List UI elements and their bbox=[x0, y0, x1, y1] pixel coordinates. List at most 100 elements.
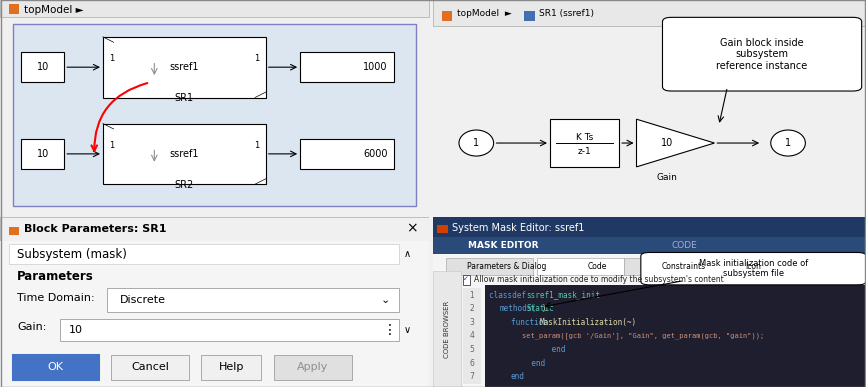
Bar bbox=[437, 225, 449, 233]
Text: 10: 10 bbox=[661, 138, 673, 148]
FancyBboxPatch shape bbox=[103, 123, 266, 184]
Text: ): ) bbox=[541, 304, 546, 313]
FancyBboxPatch shape bbox=[107, 288, 398, 312]
Text: Subsystem (mask): Subsystem (mask) bbox=[17, 248, 127, 261]
Text: set_param([gcb '/Gain'], "Gain", get_param(gcb, "gain"));: set_param([gcb '/Gain'], "Gain", get_par… bbox=[521, 332, 764, 339]
Text: Parameters: Parameters bbox=[17, 270, 94, 283]
FancyBboxPatch shape bbox=[693, 258, 779, 275]
Bar bbox=[442, 11, 452, 21]
Text: topModel ►: topModel ► bbox=[23, 5, 83, 15]
Ellipse shape bbox=[459, 130, 494, 156]
FancyBboxPatch shape bbox=[463, 329, 481, 343]
FancyBboxPatch shape bbox=[433, 254, 866, 387]
FancyBboxPatch shape bbox=[301, 139, 394, 169]
Text: Allow mask initialization code to modify the subsystem's content: Allow mask initialization code to modify… bbox=[475, 275, 724, 284]
Text: 6000: 6000 bbox=[364, 149, 388, 159]
FancyBboxPatch shape bbox=[433, 271, 461, 387]
Text: Help: Help bbox=[219, 362, 244, 372]
Text: 7: 7 bbox=[469, 372, 475, 381]
FancyBboxPatch shape bbox=[60, 319, 398, 341]
Text: MASK EDITOR: MASK EDITOR bbox=[468, 241, 538, 250]
Text: 4: 4 bbox=[469, 331, 475, 341]
FancyBboxPatch shape bbox=[463, 370, 481, 384]
FancyBboxPatch shape bbox=[550, 119, 619, 167]
Text: 10: 10 bbox=[68, 325, 82, 335]
Text: 1: 1 bbox=[785, 138, 792, 148]
FancyBboxPatch shape bbox=[433, 237, 866, 254]
FancyBboxPatch shape bbox=[275, 354, 352, 380]
Text: Code: Code bbox=[588, 262, 607, 271]
Text: Apply: Apply bbox=[297, 362, 328, 372]
FancyBboxPatch shape bbox=[0, 241, 429, 387]
Text: CODE: CODE bbox=[671, 241, 697, 250]
FancyBboxPatch shape bbox=[0, 0, 429, 17]
FancyBboxPatch shape bbox=[537, 258, 624, 275]
FancyBboxPatch shape bbox=[463, 275, 469, 285]
FancyBboxPatch shape bbox=[13, 24, 416, 206]
Text: MaskInitialization(~): MaskInitialization(~) bbox=[540, 318, 637, 327]
FancyBboxPatch shape bbox=[9, 244, 398, 264]
Text: Constraints: Constraints bbox=[662, 262, 706, 271]
Text: ⌄: ⌄ bbox=[381, 295, 391, 305]
FancyBboxPatch shape bbox=[112, 354, 189, 380]
Bar bbox=[9, 227, 19, 235]
Text: 1: 1 bbox=[254, 54, 259, 63]
Text: 1: 1 bbox=[254, 141, 259, 150]
Text: SR1 (ssref1): SR1 (ssref1) bbox=[539, 9, 594, 17]
Text: topModel  ►: topModel ► bbox=[457, 9, 512, 17]
Text: end: end bbox=[511, 372, 525, 381]
Text: Gain: Gain bbox=[656, 173, 677, 182]
FancyBboxPatch shape bbox=[103, 37, 266, 98]
Text: CODE BROWSER: CODE BROWSER bbox=[444, 300, 449, 358]
Text: Gain block inside
subsystem
reference instance: Gain block inside subsystem reference in… bbox=[716, 38, 808, 71]
FancyBboxPatch shape bbox=[641, 252, 866, 285]
Text: Block Parameters: SR1: Block Parameters: SR1 bbox=[23, 224, 166, 234]
Text: 1: 1 bbox=[109, 141, 114, 150]
Text: OK: OK bbox=[48, 362, 64, 372]
Text: System Mask Editor: ssref1: System Mask Editor: ssref1 bbox=[452, 223, 585, 233]
FancyBboxPatch shape bbox=[463, 302, 481, 315]
FancyBboxPatch shape bbox=[433, 217, 866, 237]
FancyBboxPatch shape bbox=[485, 285, 866, 387]
Text: 2: 2 bbox=[469, 304, 475, 313]
Text: Gain:: Gain: bbox=[17, 322, 47, 332]
Text: classdef: classdef bbox=[489, 291, 531, 300]
Text: Discrete: Discrete bbox=[120, 295, 166, 305]
Text: ∧: ∧ bbox=[404, 249, 410, 259]
FancyBboxPatch shape bbox=[301, 52, 394, 82]
FancyBboxPatch shape bbox=[22, 52, 64, 82]
Text: ssref1: ssref1 bbox=[170, 62, 199, 72]
Text: 1: 1 bbox=[109, 54, 114, 63]
Text: 1: 1 bbox=[469, 291, 475, 300]
Text: 6: 6 bbox=[469, 359, 475, 368]
Text: K Ts: K Ts bbox=[576, 133, 593, 142]
Text: 1: 1 bbox=[473, 138, 480, 148]
FancyBboxPatch shape bbox=[0, 217, 429, 241]
Text: SR1: SR1 bbox=[175, 93, 194, 103]
FancyBboxPatch shape bbox=[463, 288, 481, 302]
Text: 10: 10 bbox=[36, 149, 49, 159]
Text: ssref1: ssref1 bbox=[170, 149, 199, 159]
Polygon shape bbox=[637, 119, 714, 167]
Bar bbox=[524, 11, 534, 21]
Text: Cancel: Cancel bbox=[131, 362, 169, 372]
FancyBboxPatch shape bbox=[202, 354, 262, 380]
Text: ssref1_mask_init: ssref1_mask_init bbox=[527, 291, 600, 300]
Ellipse shape bbox=[771, 130, 805, 156]
Bar bbox=[9, 4, 19, 14]
Text: end: end bbox=[521, 359, 545, 368]
FancyBboxPatch shape bbox=[463, 356, 481, 370]
FancyBboxPatch shape bbox=[662, 17, 862, 91]
FancyBboxPatch shape bbox=[22, 139, 64, 169]
Text: ✓: ✓ bbox=[462, 276, 469, 283]
Text: ∨: ∨ bbox=[404, 325, 410, 335]
Text: SR2: SR2 bbox=[175, 180, 194, 190]
Text: 3: 3 bbox=[469, 318, 475, 327]
Text: 5: 5 bbox=[469, 345, 475, 354]
Text: methods(: methods( bbox=[501, 304, 537, 313]
Text: Static: Static bbox=[527, 304, 554, 313]
Text: ×: × bbox=[405, 222, 417, 236]
Text: end: end bbox=[533, 345, 565, 354]
Text: 1000: 1000 bbox=[364, 62, 388, 72]
Text: z-1: z-1 bbox=[578, 147, 591, 156]
